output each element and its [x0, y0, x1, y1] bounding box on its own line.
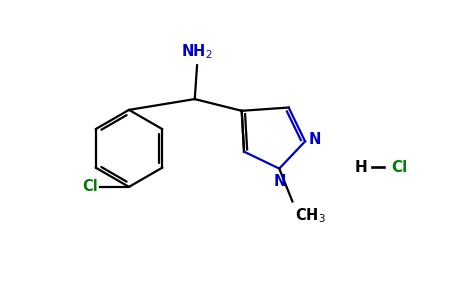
Text: NH$_2$: NH$_2$: [181, 43, 213, 62]
Text: H: H: [355, 160, 368, 175]
Text: Cl: Cl: [391, 160, 407, 175]
Text: N: N: [309, 132, 321, 147]
Text: N: N: [274, 174, 286, 189]
Text: Cl: Cl: [82, 179, 98, 194]
Text: CH$_3$: CH$_3$: [295, 206, 326, 225]
